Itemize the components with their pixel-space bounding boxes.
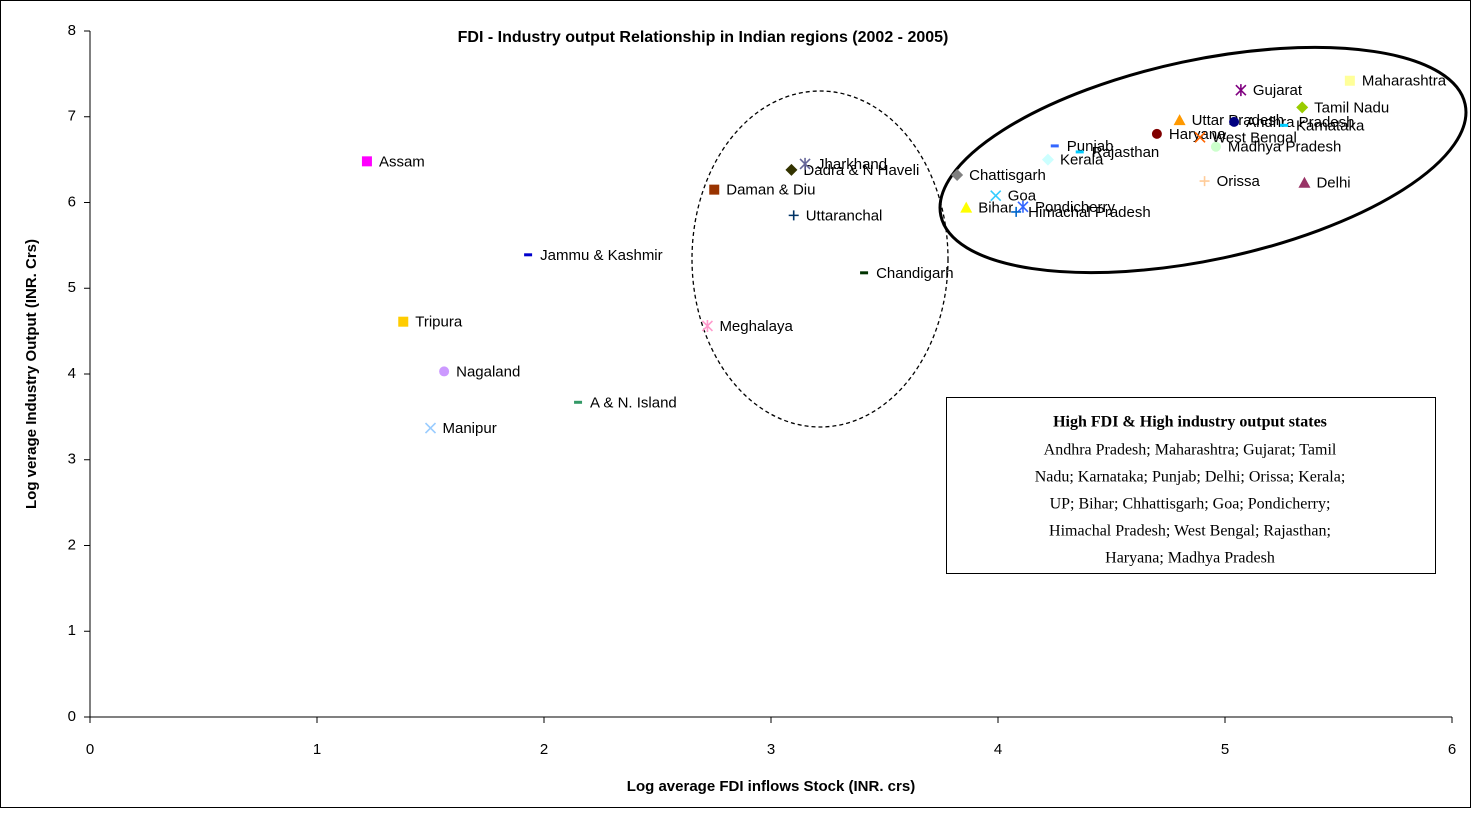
y-axis-title: Log verage Industry Output (INR. Crs) — [23, 239, 40, 509]
point — [1229, 116, 1240, 127]
annotation-line: Haryana; Madhya Pradesh — [1105, 550, 1275, 567]
point — [1151, 128, 1162, 139]
point-label: Daman & Diu — [726, 182, 815, 199]
point — [1173, 114, 1186, 126]
point-label: Andhra Pradesh — [1246, 114, 1354, 131]
point-label: Manipur — [443, 420, 497, 437]
point — [398, 316, 409, 327]
annotation-line: Nadu; Karnataka; Punjab; Delhi; Orissa; … — [1035, 469, 1346, 486]
point-label: Tripura — [415, 314, 463, 331]
point — [1199, 176, 1210, 187]
y-tick-label: 1 — [68, 622, 76, 639]
point — [1298, 176, 1311, 188]
x-tick-label: 3 — [767, 741, 775, 758]
point — [439, 366, 450, 377]
point — [424, 422, 437, 434]
point-label: Meghalaya — [719, 318, 793, 335]
x-tick-label: 5 — [1221, 741, 1229, 758]
annotation-line: Himachal Pradesh; West Bengal; Rajasthan… — [1049, 523, 1331, 540]
point — [799, 157, 811, 170]
annotation-lines: Andhra Pradesh; Maharashtra; Gujarat; Ta… — [1035, 442, 1346, 567]
point-label: Kerala — [1060, 152, 1104, 169]
point-label: Rajasthan — [1092, 144, 1160, 161]
point — [1017, 200, 1029, 213]
y-tick-label: 5 — [68, 279, 76, 296]
point-label: Maharashtra — [1362, 73, 1447, 90]
point — [1344, 75, 1355, 86]
x-tick-label: 0 — [86, 741, 94, 758]
point-label: Uttaranchal — [806, 207, 883, 224]
annotation-line: UP; Bihar; Chhattisgarh; Goa; Pondicherr… — [1050, 496, 1331, 513]
point — [1041, 153, 1054, 166]
point — [1235, 84, 1247, 97]
point-label: Orissa — [1217, 173, 1261, 190]
y-tick-label: 2 — [68, 536, 76, 553]
chart-title: FDI - Industry output Relationship in In… — [458, 29, 949, 46]
point — [1296, 101, 1309, 114]
point-label: Karnataka — [1296, 117, 1365, 134]
y-tick-label: 4 — [68, 365, 76, 382]
x-tick-label: 4 — [994, 741, 1002, 758]
point-label: A & N. Island — [590, 394, 677, 411]
point-label: Tamil Nadu — [1314, 99, 1389, 116]
point — [951, 169, 964, 182]
point — [701, 319, 714, 332]
point-label: Chattisgarh — [969, 167, 1046, 184]
y-tick-label: 0 — [68, 708, 76, 725]
point — [1011, 206, 1022, 217]
point-label: Himachal Pradesh — [1028, 204, 1151, 221]
y-tick-label: 3 — [68, 451, 76, 468]
y-tick-label: 6 — [68, 193, 76, 210]
point-label: Nagaland — [456, 363, 520, 380]
point-label: Jammu & Kashmir — [540, 247, 663, 264]
x-tick-label: 2 — [540, 741, 548, 758]
point-label: Madhya Pradesh — [1228, 139, 1341, 156]
y-tick-label: 8 — [68, 22, 76, 39]
point-label: Gujarat — [1253, 82, 1303, 99]
y-tick-label: 7 — [68, 108, 76, 125]
x-axis-title: Log average FDI inflows Stock (INR. crs) — [627, 778, 915, 795]
point — [1210, 141, 1221, 152]
point-label: Jharkhand — [817, 156, 887, 173]
cluster-circle — [691, 90, 949, 428]
point — [960, 201, 973, 213]
point-label: Pondicherry — [1035, 199, 1116, 216]
annotation-title: High FDI & High industry output states — [1053, 414, 1327, 431]
annotation-box — [946, 397, 1436, 574]
point-label: Assam — [379, 153, 425, 170]
point-label: West Bengal — [1212, 129, 1297, 146]
cluster-ellipse — [938, 45, 1468, 275]
point-label: Dadra & N Haveli — [803, 162, 919, 179]
point-label: Bihar — [978, 200, 1013, 217]
point — [1194, 131, 1206, 143]
x-tick-label: 1 — [313, 741, 321, 758]
point — [788, 210, 799, 221]
point-label: Chandigarh — [876, 265, 954, 282]
point — [990, 190, 1002, 202]
point-label: Delhi — [1316, 175, 1350, 192]
annotation-line: Andhra Pradesh; Maharashtra; Gujarat; Ta… — [1044, 442, 1337, 459]
point — [709, 184, 720, 195]
point — [785, 163, 798, 176]
point — [361, 156, 372, 167]
x-tick-label: 6 — [1448, 741, 1456, 758]
point-label: Goa — [1008, 188, 1037, 205]
